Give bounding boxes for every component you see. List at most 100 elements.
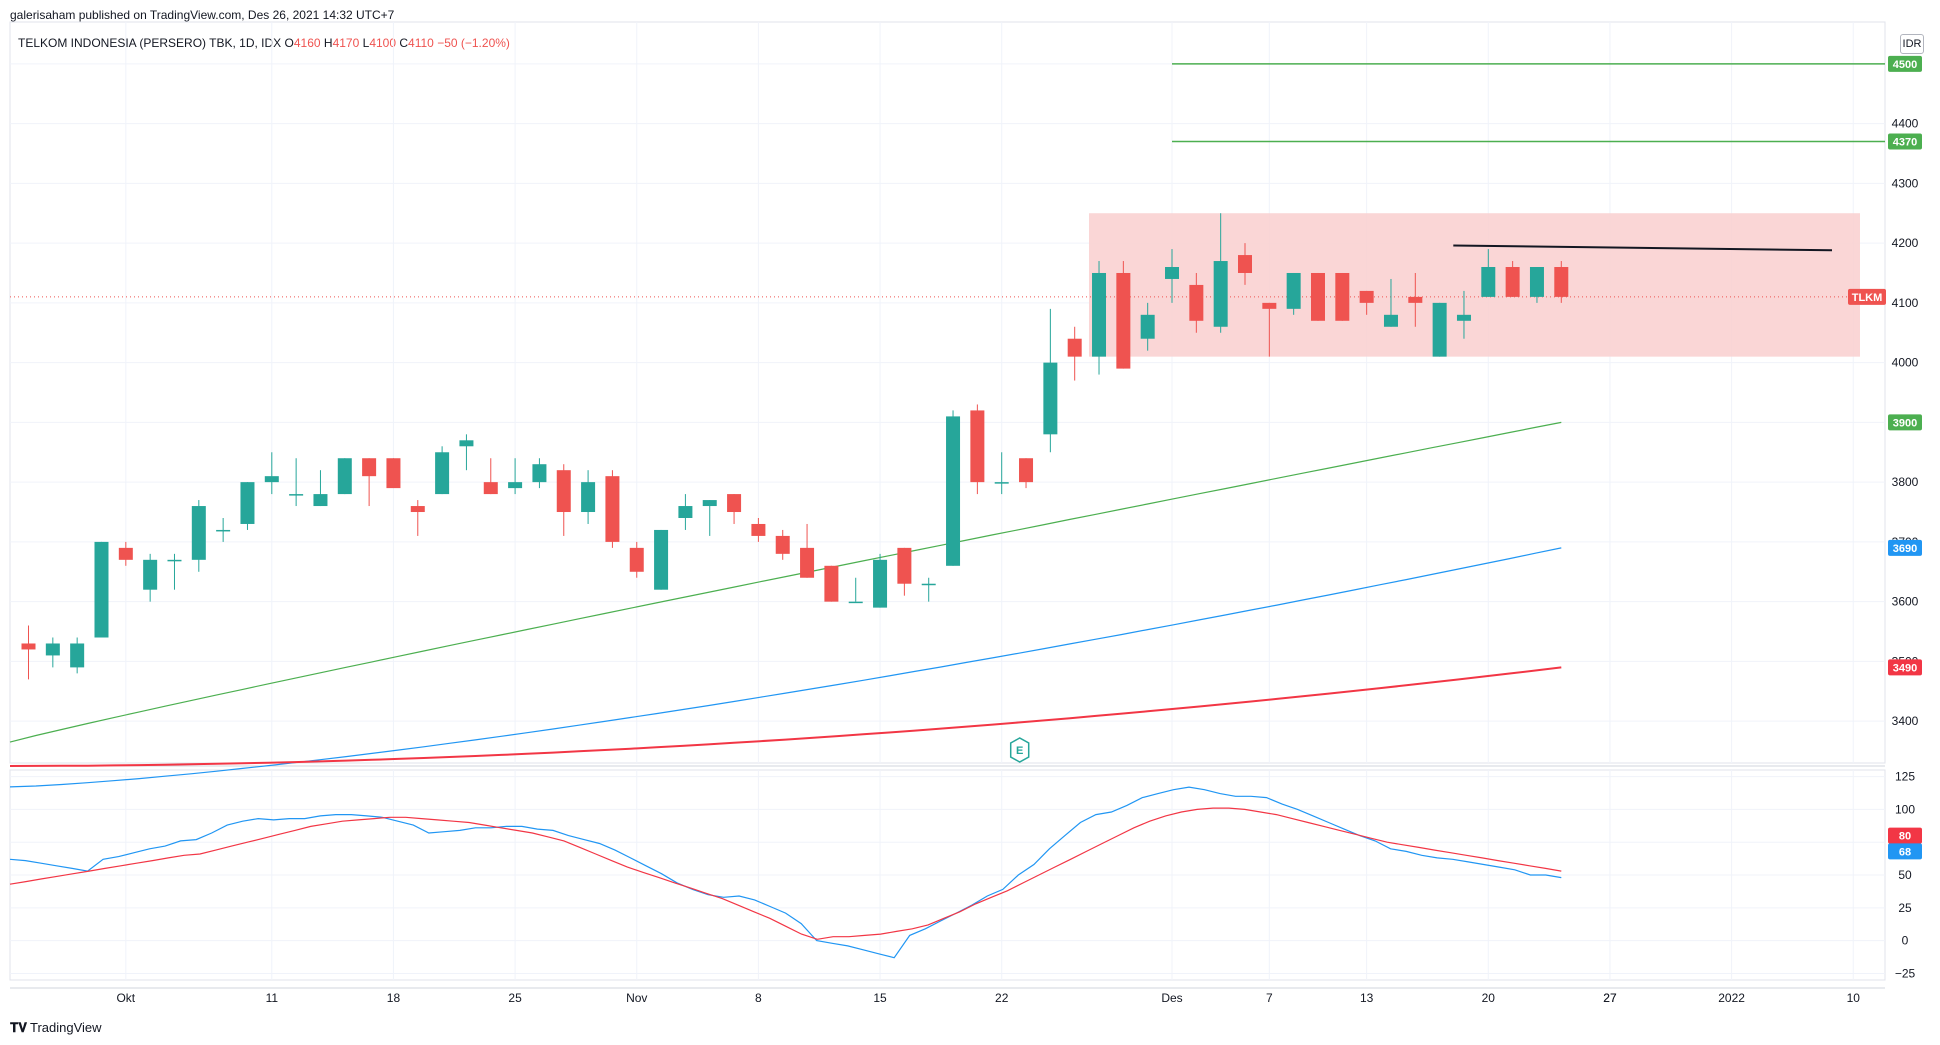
price-badge <box>1888 55 1922 72</box>
candle-body <box>191 506 206 560</box>
price-badge-label: 4370 <box>1893 137 1917 149</box>
grid-lines <box>9 21 1886 989</box>
time-tick-label: Des <box>1161 991 1182 1005</box>
candle-body <box>556 470 571 513</box>
price-badge <box>1888 659 1922 676</box>
symbol-title[interactable]: TELKOM INDONESIA (PERSERO) TBK, 1D, IDX <box>18 36 282 50</box>
candle-body <box>1043 362 1058 435</box>
oscillator-line <box>9 786 1562 959</box>
candle-body <box>70 643 85 668</box>
candle-body <box>1067 338 1082 357</box>
oscillator-lines <box>9 786 1562 959</box>
oscillator-badge-label: 68 <box>1899 846 1911 858</box>
candle-body <box>143 559 158 590</box>
time-tick-label: 25 <box>508 991 522 1005</box>
candle-body <box>1140 314 1155 339</box>
time-tick-label: 11 <box>266 991 279 1005</box>
candle-body <box>1505 267 1520 297</box>
time-tick-label: 15 <box>873 991 887 1005</box>
close-label: C <box>399 36 409 50</box>
oscillator-tick-label: −25 <box>1895 966 1916 980</box>
price-badge-label: 3690 <box>1893 543 1917 555</box>
tradingview-logo[interactable]: 𝐓𝐕 TradingView <box>10 1020 102 1036</box>
high-value: 4170 <box>332 36 360 50</box>
candle-body <box>459 440 474 447</box>
tradingview-logo-icon: 𝐓𝐕 <box>10 1021 27 1036</box>
candle-body <box>240 482 255 524</box>
candle-body <box>629 547 644 572</box>
oscillator-tick-label: 0 <box>1902 934 1909 948</box>
candle-body <box>1165 267 1180 279</box>
candle-body <box>1481 267 1496 297</box>
price-tick-label: 4100 <box>1892 296 1919 310</box>
candle-body <box>775 535 790 554</box>
tradingview-logo-text: TradingView <box>30 1020 102 1035</box>
annotations: E <box>1009 737 1030 763</box>
oscillator-badge <box>1888 843 1922 860</box>
horizontal-lines <box>10 63 1885 298</box>
candle-body <box>483 482 498 495</box>
oscillator-badge <box>1888 827 1922 844</box>
change-value: −50 (−1.20%) <box>437 36 510 50</box>
price-tick-label: 4300 <box>1892 176 1919 190</box>
price-badge <box>1888 539 1922 556</box>
candle-body <box>1286 272 1301 309</box>
candle-body <box>994 482 1009 484</box>
time-tick-label: Nov <box>626 991 647 1005</box>
candle-body <box>118 547 133 560</box>
close-value: 4110 <box>408 36 434 50</box>
time-tick-label: 27 <box>1603 991 1617 1005</box>
high-label: H <box>323 36 333 50</box>
candle-body <box>1408 296 1423 303</box>
candle-body <box>386 458 401 489</box>
candle-body <box>581 482 596 513</box>
axes: 3400350036003700380039004000410042004300… <box>116 57 1918 1005</box>
low-label: L <box>362 36 370 50</box>
oscillator-tick-label: 125 <box>1895 770 1915 784</box>
time-tick-label: 18 <box>387 991 401 1005</box>
price-tick-label: 4000 <box>1892 356 1919 370</box>
price-tick-label: 3800 <box>1892 475 1919 489</box>
candle-body <box>410 506 425 513</box>
candle-body <box>897 547 912 584</box>
candle-body <box>1432 302 1447 357</box>
price-badge <box>1888 414 1922 431</box>
price-badge <box>1848 288 1886 305</box>
candle-body <box>1116 272 1131 369</box>
price-badge-label: TLKM <box>1852 292 1883 304</box>
candle-body <box>702 500 717 507</box>
candle-body <box>946 416 961 566</box>
candle-body <box>751 523 766 536</box>
earnings-marker-icon <box>1009 737 1030 763</box>
oscillator-tick-label: 25 <box>1898 901 1912 915</box>
candle-body <box>264 476 279 483</box>
price-badge-label: 3900 <box>1893 417 1917 429</box>
ma-green-line <box>9 421 1562 743</box>
currency-button[interactable]: IDR <box>1900 34 1924 54</box>
candles <box>21 213 1569 680</box>
candle-body <box>45 643 60 656</box>
resistance-zone <box>1089 213 1860 357</box>
candle-body <box>313 494 328 507</box>
time-tick-label: Okt <box>116 991 135 1005</box>
trend-line <box>1453 244 1833 252</box>
open-label: O <box>284 36 294 50</box>
oscillator-line <box>9 807 1562 940</box>
earnings-marker-label: E <box>1016 745 1023 757</box>
candle-body <box>532 464 547 483</box>
range-zone <box>1089 213 1860 357</box>
candle-body <box>873 559 888 608</box>
candle-body <box>1456 314 1471 321</box>
candle-body <box>824 565 839 602</box>
time-tick-label: 10 <box>1847 991 1861 1005</box>
candle-body <box>362 458 377 477</box>
candle-body <box>678 506 693 518</box>
price-badges: 4500 4370 TLKM 3900 3690 3490 80 68 <box>1848 55 1922 860</box>
moving-averages <box>9 421 1562 788</box>
candle-body <box>1262 302 1277 309</box>
candle-body <box>167 559 182 562</box>
candle-body <box>1383 314 1398 327</box>
candle-body <box>1019 458 1034 483</box>
price-tick-label: 3400 <box>1892 714 1919 728</box>
